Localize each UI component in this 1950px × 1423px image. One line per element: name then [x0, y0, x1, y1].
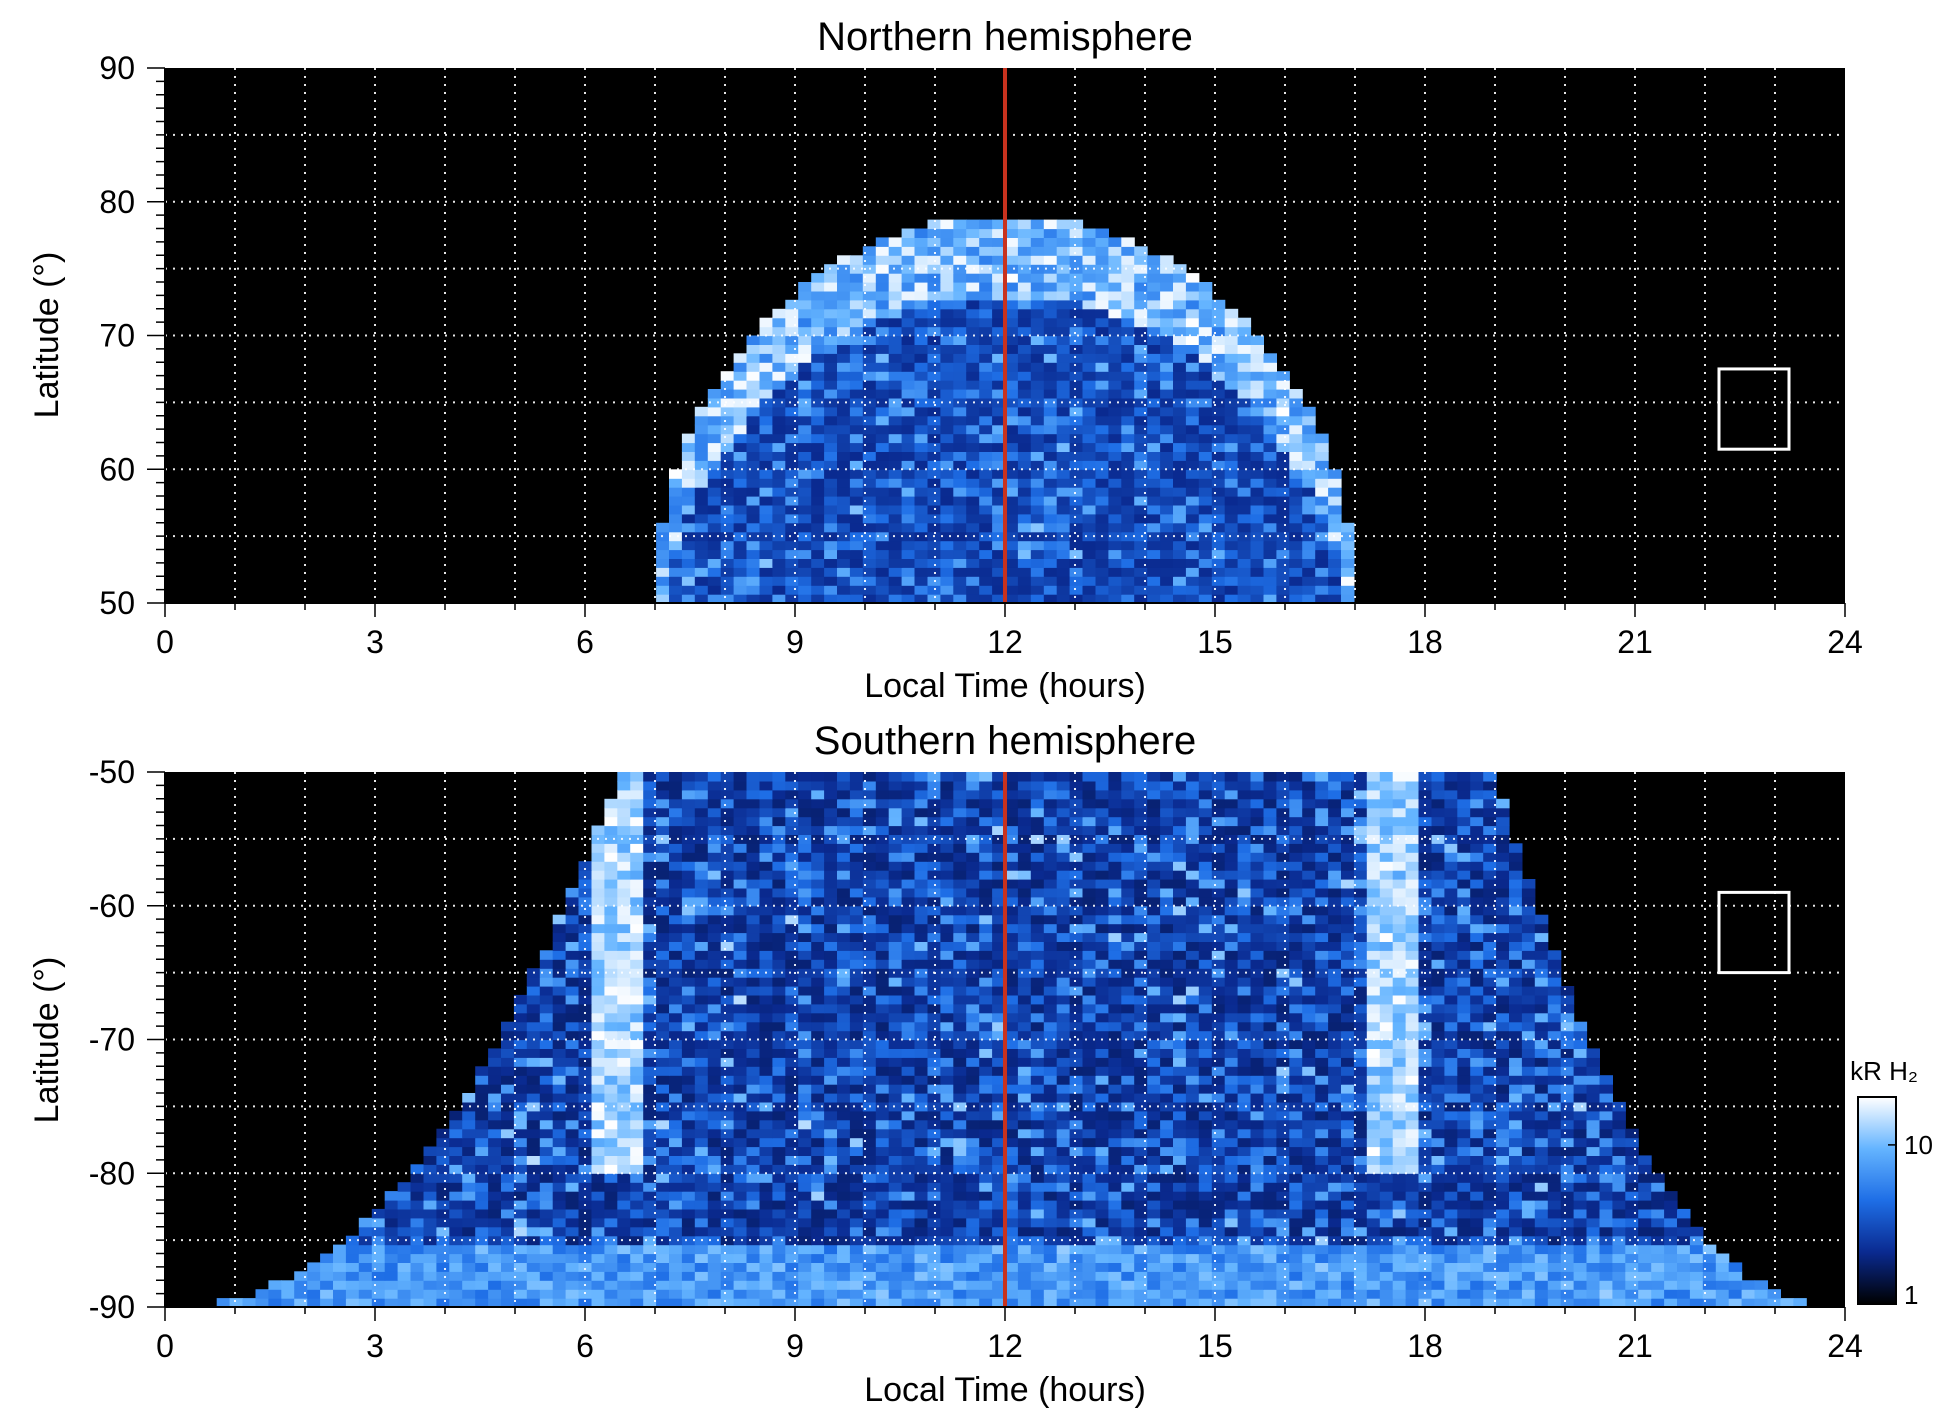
y-tick-label: 70 — [99, 318, 135, 354]
x-tick-label: 21 — [1617, 1328, 1653, 1364]
reference-box — [1717, 367, 1791, 451]
x-tick-label: 6 — [576, 1328, 594, 1364]
y-tick-label: 60 — [99, 451, 135, 487]
southern-hemisphere-panel: Southern hemisphere 0 3 6 9 12 15 18 21 24 -50 -60… — [28, 719, 1863, 1409]
x-tick-label: 9 — [786, 1328, 804, 1364]
colorbar-gradient — [1857, 1096, 1897, 1305]
x-tick-label: 15 — [1197, 624, 1233, 660]
x-tick-label: 0 — [156, 1328, 174, 1364]
y-tick-label: -90 — [89, 1289, 135, 1325]
y-tick-label: 50 — [99, 585, 135, 621]
x-axis-label: Local Time (hours) — [864, 1371, 1146, 1409]
colorbar: kR H₂ 1 10 — [1850, 1056, 1933, 1310]
x-tick-label: 9 — [786, 624, 804, 660]
colorbar-ticks: 1 10 — [1888, 1130, 1933, 1310]
x-tick-label: 0 — [156, 624, 174, 660]
x-tick-label: 12 — [987, 624, 1023, 660]
reference-box — [1717, 890, 1791, 975]
x-tick-label: 18 — [1407, 624, 1443, 660]
x-tick-label: 6 — [576, 624, 594, 660]
axes: 0 3 6 9 12 15 18 21 24 -50 -60 -70 -80 -90 — [89, 754, 1863, 1364]
x-tick-label: 12 — [987, 1328, 1023, 1364]
colorbar-label: kR H₂ — [1850, 1056, 1918, 1086]
x-tick-label: 24 — [1827, 1328, 1863, 1364]
x-tick-label: 3 — [366, 1328, 384, 1364]
colorbar-tick-label: 1 — [1904, 1280, 1918, 1310]
x-tick-label: 3 — [366, 624, 384, 660]
aurora-emission-map — [216, 772, 1807, 1307]
y-axis-label: Latitude (°) — [28, 252, 66, 419]
northern-hemisphere-panel: Northern hemisphere 0 3 6 9 12 15 18 21 24 50 60 70… — [28, 15, 1863, 705]
x-tick-label: 18 — [1407, 1328, 1443, 1364]
x-tick-label: 21 — [1617, 624, 1653, 660]
y-axis-label: Latitude (°) — [28, 957, 66, 1124]
y-tick-label: -70 — [89, 1022, 135, 1058]
axes: 0 3 6 9 12 15 18 21 24 50 60 70 80 90 — [99, 50, 1862, 660]
chart-title: Southern hemisphere — [814, 719, 1196, 763]
x-tick-label: 15 — [1197, 1328, 1233, 1364]
y-tick-label: -80 — [89, 1155, 135, 1191]
y-tick-label: -50 — [89, 754, 135, 790]
y-tick-label: -60 — [89, 888, 135, 924]
y-tick-label: 80 — [99, 184, 135, 220]
x-tick-label: 24 — [1827, 624, 1863, 660]
x-axis-label: Local Time (hours) — [864, 667, 1146, 705]
y-tick-label: 90 — [99, 50, 135, 86]
chart-title: Northern hemisphere — [817, 15, 1193, 59]
colorbar-tick-label: 10 — [1904, 1130, 1933, 1160]
